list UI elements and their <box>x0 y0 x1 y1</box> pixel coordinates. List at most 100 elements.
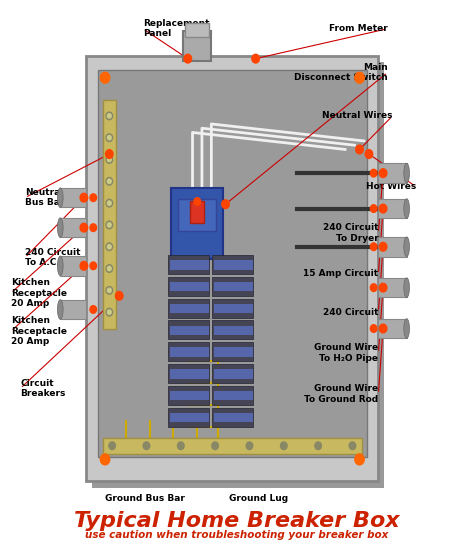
Bar <box>214 304 254 313</box>
Bar <box>190 202 204 223</box>
Circle shape <box>379 169 387 178</box>
Bar <box>378 319 407 338</box>
Circle shape <box>106 178 113 185</box>
Circle shape <box>109 442 116 449</box>
Ellipse shape <box>57 256 63 276</box>
Circle shape <box>108 201 111 206</box>
Circle shape <box>106 134 113 141</box>
Bar <box>60 300 86 319</box>
Circle shape <box>379 242 387 251</box>
Circle shape <box>355 72 364 83</box>
Circle shape <box>355 454 364 465</box>
Bar <box>212 364 253 383</box>
Circle shape <box>246 442 253 449</box>
Circle shape <box>379 283 387 292</box>
Circle shape <box>184 54 191 63</box>
Circle shape <box>370 284 377 292</box>
Circle shape <box>80 223 88 232</box>
Bar <box>168 386 209 405</box>
Text: 240 Circuit: 240 Circuit <box>323 307 378 317</box>
Text: Kitchen
Receptacle
20 Amp: Kitchen Receptacle 20 Amp <box>11 278 67 308</box>
Bar <box>98 70 366 456</box>
Bar <box>171 188 223 259</box>
Bar <box>378 163 407 183</box>
Circle shape <box>315 442 321 449</box>
Circle shape <box>379 204 387 213</box>
Text: Neutral Wires: Neutral Wires <box>322 111 392 121</box>
Circle shape <box>281 442 287 449</box>
Circle shape <box>108 179 111 184</box>
Bar <box>214 347 254 357</box>
Circle shape <box>90 194 97 202</box>
Bar <box>168 342 209 361</box>
Text: Ground Wire
To H₂O Pipe: Ground Wire To H₂O Pipe <box>314 344 378 363</box>
Ellipse shape <box>57 188 63 208</box>
Bar <box>103 437 362 454</box>
Circle shape <box>108 244 111 249</box>
Text: Ground Lug: Ground Lug <box>228 494 288 503</box>
Circle shape <box>370 169 377 177</box>
Circle shape <box>212 442 219 449</box>
Text: Hot Wires: Hot Wires <box>366 182 416 191</box>
Bar <box>60 218 86 237</box>
Circle shape <box>106 221 113 229</box>
Bar <box>170 391 210 401</box>
Circle shape <box>116 292 123 300</box>
Bar <box>60 256 86 276</box>
Circle shape <box>90 306 97 313</box>
Circle shape <box>108 222 111 227</box>
Text: Neutral
Bus Bar: Neutral Bus Bar <box>25 188 64 207</box>
Bar <box>170 260 210 270</box>
Bar <box>212 321 253 339</box>
Circle shape <box>106 150 113 158</box>
Circle shape <box>106 112 113 119</box>
Circle shape <box>106 156 113 163</box>
Circle shape <box>143 442 150 449</box>
Text: Ground Wire
To Ground Rod: Ground Wire To Ground Rod <box>304 384 378 404</box>
Bar <box>168 277 209 296</box>
Text: 240 Circuit
To A.C.: 240 Circuit To A.C. <box>25 248 81 267</box>
Text: Main
Disconnect Switch: Main Disconnect Switch <box>294 62 388 82</box>
Text: From Meter: From Meter <box>329 24 388 33</box>
Circle shape <box>108 135 111 140</box>
Bar <box>212 277 253 296</box>
Bar <box>185 23 209 37</box>
Circle shape <box>108 113 111 118</box>
Circle shape <box>356 145 363 154</box>
Text: Kitchen
Receptacle
20 Amp: Kitchen Receptacle 20 Amp <box>11 316 67 346</box>
Bar <box>212 255 253 274</box>
Bar <box>170 304 210 313</box>
Ellipse shape <box>404 199 410 219</box>
Bar <box>212 386 253 405</box>
Bar <box>214 391 254 401</box>
Bar <box>378 278 407 298</box>
Circle shape <box>106 287 113 294</box>
Circle shape <box>370 243 377 250</box>
Bar <box>168 364 209 383</box>
Bar <box>183 31 211 61</box>
Bar <box>170 347 210 357</box>
Ellipse shape <box>404 163 410 183</box>
Bar <box>378 237 407 256</box>
Circle shape <box>379 324 387 333</box>
Circle shape <box>106 309 113 316</box>
Bar <box>214 369 254 379</box>
Circle shape <box>365 150 373 158</box>
Bar <box>214 413 254 423</box>
Bar <box>212 408 253 427</box>
Bar <box>214 282 254 292</box>
Circle shape <box>108 157 111 162</box>
Text: 240 Circuit
To Dryer: 240 Circuit To Dryer <box>323 224 378 243</box>
Ellipse shape <box>57 300 63 319</box>
Circle shape <box>100 72 110 83</box>
Circle shape <box>90 224 97 231</box>
Bar <box>103 100 116 328</box>
Bar <box>170 326 210 335</box>
Bar <box>170 282 210 292</box>
Circle shape <box>108 310 111 315</box>
Text: Ground Bus Bar: Ground Bus Bar <box>105 494 185 503</box>
Bar <box>170 413 210 423</box>
Bar <box>92 62 384 488</box>
Circle shape <box>90 262 97 270</box>
Circle shape <box>106 243 113 250</box>
